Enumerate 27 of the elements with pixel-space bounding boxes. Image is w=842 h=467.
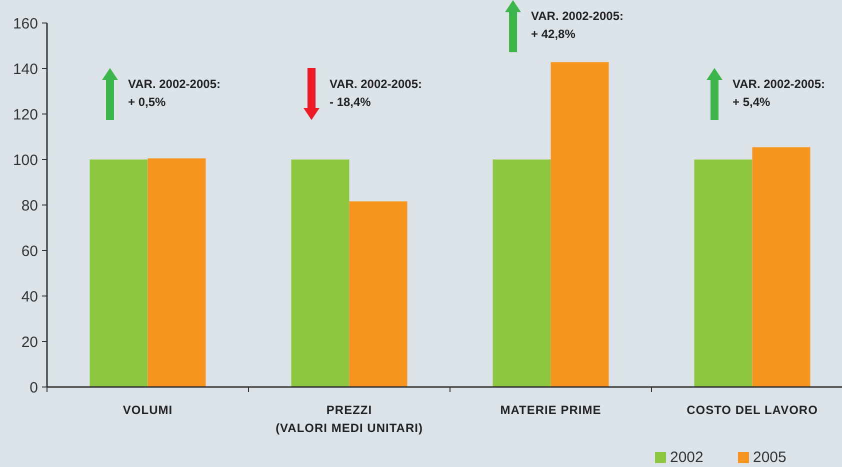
y-tick-label: 80 <box>21 197 38 214</box>
bar <box>492 160 551 387</box>
bar <box>291 160 350 387</box>
y-tick-label: 100 <box>12 152 38 169</box>
x-tick-label: VOLUMI <box>122 403 173 417</box>
bar <box>90 160 148 387</box>
annotation: VAR. 2002-2005: + 42,8% <box>531 9 624 42</box>
x-tick-label: MATERIE PRIME <box>500 403 602 417</box>
y-tick-label: 0 <box>30 379 38 396</box>
y-tick-label: 20 <box>21 334 38 351</box>
y-tick-label: 160 <box>12 15 38 32</box>
bar <box>752 147 810 387</box>
bar <box>694 160 752 387</box>
legend-label: 2002 <box>670 449 704 466</box>
y-tick-label: 140 <box>12 60 38 78</box>
bar <box>148 158 206 387</box>
y-tick-label: 60 <box>21 242 38 260</box>
bar <box>550 62 609 387</box>
x-tick-label: COSTO DEL LAVORO <box>686 403 818 417</box>
bar <box>349 201 408 387</box>
y-tick-label: 40 <box>21 288 38 306</box>
annotation: VAR. 2002-2005: + 5,4% <box>732 77 825 109</box>
legend-label: 2005 <box>753 449 786 466</box>
x-tick-label: PREZZI (VALORI MEDI UNITARI) <box>276 403 423 435</box>
y-tick-label: 120 <box>12 106 38 124</box>
annotation: VAR. 2002-2005: - 18,4% <box>330 77 422 109</box>
annotation: VAR. 2002-2005: + 0,5% <box>128 77 220 109</box>
